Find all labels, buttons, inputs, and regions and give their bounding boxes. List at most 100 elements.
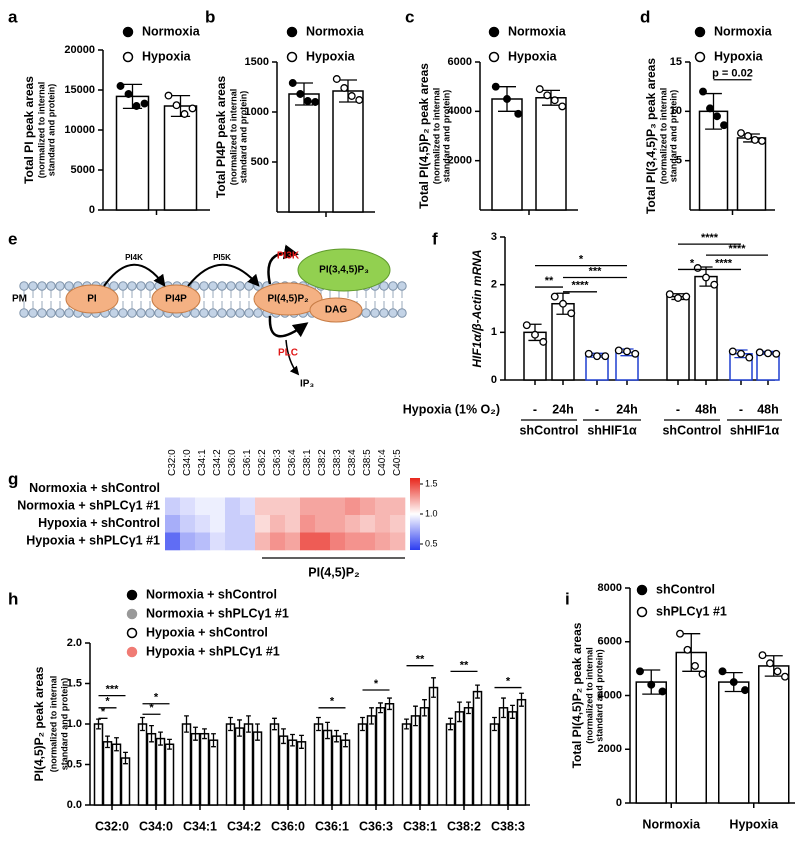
lipid-head [217,281,227,291]
data-point [531,330,539,339]
legend-marker [286,51,298,63]
error-bar [193,726,198,741]
data-point [647,680,656,689]
node-label: PI4P [165,294,187,305]
legend-label: Normoxia [142,24,201,38]
data-point [772,349,781,358]
heatmap-cell [165,532,181,551]
column-label: C36:3 [272,449,283,476]
column-label: C34:2 [212,449,223,476]
node [253,282,323,316]
legend-label: shControl [656,582,715,596]
data-point [180,110,189,118]
y-tick-label: 5 [676,155,682,167]
x-axis-label: PI(4,5)P₂ [308,565,359,579]
lipid-head [136,308,146,318]
data-point [296,90,305,98]
bar [163,105,198,211]
y-axis-label: standard and protein) [441,90,451,183]
y-axis-label: (normalized to internal [584,647,594,744]
significance-label: * [154,692,159,704]
data-point [737,349,745,358]
bar [463,707,474,806]
x-tick-label: C34:1 [183,819,217,833]
bar [535,97,567,211]
bar [366,715,377,806]
data-point [584,349,593,358]
heatmap-cell [180,532,196,551]
legend-marker [694,51,706,63]
data-point [693,264,702,272]
legend-marker [126,608,138,620]
lipid-head [37,308,47,318]
panel-letter: h [8,589,18,608]
error-bar [167,738,172,750]
legend-label: Hypoxia + shControl [146,625,268,639]
heatmap-cell [300,480,316,498]
data-point [503,95,511,103]
data-point [558,102,567,111]
data-point [764,349,772,358]
bar [146,732,157,806]
significance-label: * [101,706,106,718]
legend-marker [636,606,648,618]
error-bar [457,701,462,723]
data-point [766,659,774,668]
bar [332,90,364,213]
colorbar-tick-label: 1.0 [425,508,438,518]
y-tick-label: 20000 [64,44,95,56]
y-tick-label: 10 [670,105,682,117]
significance-label: **** [701,232,719,244]
lipid-head [46,308,56,318]
x-tick-label: C36:1 [315,819,349,833]
error-bar [105,735,110,749]
error-bar [466,701,471,715]
heatmap-cell [315,532,331,551]
significance-label: **** [715,257,733,269]
heatmap-cell [390,480,406,498]
bar [635,681,667,804]
heatmap-cell [300,497,316,516]
error-bar [316,716,321,732]
y-tick-label: 1 [491,326,497,338]
data-point [514,109,523,118]
group-label: shControl [519,423,578,437]
column-label: C34:1 [197,449,208,476]
data-point [593,352,601,361]
heatmap-cell [180,497,196,516]
heatmap-cell [375,515,391,533]
x-axis-label: Hypoxia (1% O₂) [403,402,500,416]
data-point [636,667,644,676]
error-bar [764,655,783,677]
bar [472,690,483,806]
lipid-head [109,281,119,291]
data-point [729,678,738,687]
heatmap-cell [315,480,331,498]
error-bar [255,723,260,741]
bar [115,95,150,211]
row-label: Normoxia + shControl [29,481,160,495]
lipid-head [226,281,236,291]
lipid-head [28,308,38,318]
data-point [522,321,531,330]
legend-marker [126,627,138,639]
heatmap-cell [240,480,256,498]
heatmap-cell [345,532,361,551]
lipid-head [19,308,29,318]
error-bar [290,733,295,747]
node [309,297,363,323]
error-bar [343,733,348,748]
bar [507,711,518,806]
x-tick-label: C38:1 [403,819,437,833]
lipid-head [64,281,74,291]
heatmap-cell [270,515,286,533]
node-label: DAG [325,305,347,316]
error-bar [149,724,154,743]
heatmap-cell [315,497,331,516]
error-bar [404,718,409,730]
node [65,284,119,314]
x-tick-label: Hypoxia [729,817,779,831]
y-axis-label: standard and protein) [238,91,248,184]
lipid-head [118,281,128,291]
y-tick-label: 0.5 [67,758,82,770]
